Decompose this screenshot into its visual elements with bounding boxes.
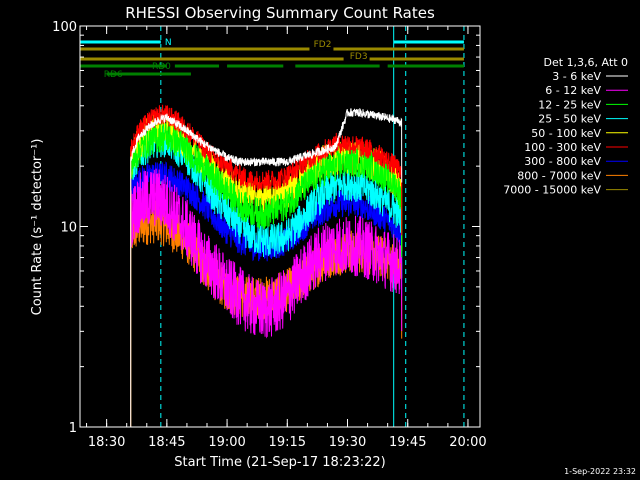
x-tick-label-2000: 20:00 (449, 435, 486, 450)
state-bar-label-rd0: RD0 (152, 62, 171, 72)
footer-timestamp: 1-Sep-2022 23:32 (564, 467, 636, 476)
x-axis-label: Start Time (21-Sep-17 18:23:22) (174, 455, 385, 470)
legend-label-7000-15000-kev: 7000 - 15000 keV (503, 184, 601, 197)
legend-label-100-300-kev: 100 - 300 keV (524, 141, 601, 154)
y-axis-label: Count Rate (s⁻¹ detector⁻¹) (30, 139, 45, 316)
legend-title: Det 1,3,6, Att 0 (544, 56, 628, 69)
x-tick-label-1900: 19:00 (208, 435, 245, 450)
legend-label-800-7000-kev: 800 - 7000 keV (517, 169, 601, 182)
state-bar-label-n: N (165, 38, 172, 48)
x-tick-label-1845: 18:45 (148, 435, 185, 450)
y-tick-label-1: 1 (69, 421, 77, 436)
y-tick-label-100: 100 (52, 20, 77, 35)
legend-label-50-100-kev: 50 - 100 keV (531, 127, 601, 140)
state-bar-label-fd2: FD2 (314, 40, 332, 50)
state-bar-label-rd6: RD6 (104, 70, 123, 80)
series-line-100-300-kev (130, 104, 403, 427)
series-line-6-12-kev (130, 168, 403, 427)
legend-label-6-12-kev: 6 - 12 keV (545, 84, 601, 97)
x-tick-label-1930: 19:30 (329, 435, 366, 450)
chart-title: RHESSI Observing Summary Count Rates (125, 4, 435, 22)
plot-area: N FD2 FD3 RD0 RD6 (80, 26, 465, 427)
legend-label-3-6-kev: 3 - 6 keV (552, 70, 601, 83)
legend-label-25-50-kev: 25 - 50 keV (538, 113, 601, 126)
series-line-3-6-kev (130, 108, 403, 427)
axis-ticks: 18:30 18:45 19:00 19:15 19:30 19:45 20:00 1 10 10… (52, 20, 487, 450)
x-tick-label-1915: 19:15 (269, 435, 306, 450)
x-tick-label-1945: 19:45 (389, 435, 426, 450)
series-line-25-50-kev (130, 123, 403, 427)
x-tick-label-1830: 18:30 (88, 435, 125, 450)
legend-label-12-25-kev: 12 - 25 keV (538, 98, 601, 111)
y-tick-label-10: 10 (60, 221, 77, 236)
state-bar-label-fd3: FD3 (350, 52, 368, 62)
legend-label-300-800-kev: 300 - 800 keV (524, 155, 601, 168)
